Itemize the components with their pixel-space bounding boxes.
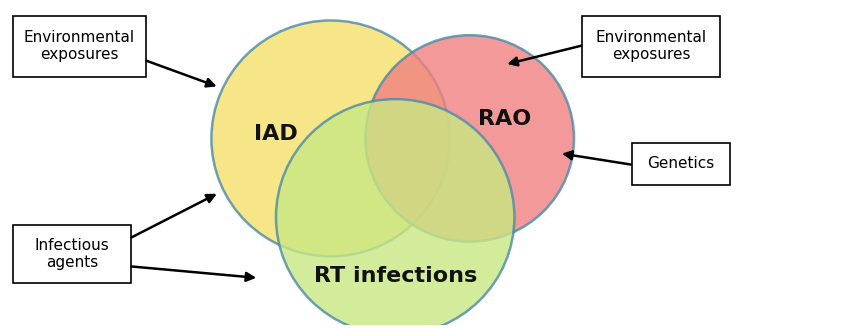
Ellipse shape <box>276 99 514 328</box>
Text: RT infections: RT infections <box>314 266 477 286</box>
FancyBboxPatch shape <box>582 15 720 76</box>
Ellipse shape <box>366 35 574 242</box>
Text: RAO: RAO <box>478 109 531 129</box>
FancyBboxPatch shape <box>632 143 730 185</box>
FancyBboxPatch shape <box>13 15 146 76</box>
Text: Infectious
agents: Infectious agents <box>35 238 109 270</box>
Text: IAD: IAD <box>254 124 298 144</box>
FancyBboxPatch shape <box>13 225 131 283</box>
Text: Genetics: Genetics <box>647 156 715 172</box>
Text: Environmental
exposures: Environmental exposures <box>596 30 706 62</box>
Ellipse shape <box>212 20 450 256</box>
Text: Environmental
exposures: Environmental exposures <box>24 30 135 62</box>
